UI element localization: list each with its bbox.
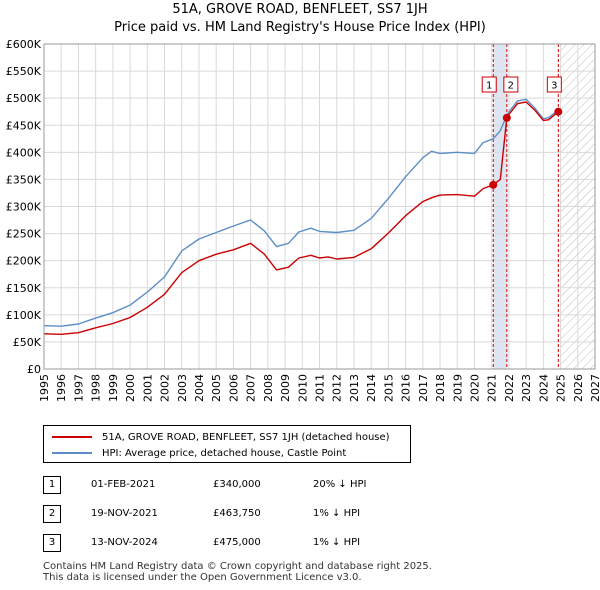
legend-hpi-label: HPI: Average price, detached house, Cast… bbox=[102, 447, 347, 459]
footer-licence: This data is licensed under the Open Gov… bbox=[43, 572, 362, 583]
x-tick-label: 2005 bbox=[210, 374, 223, 402]
x-tick-label: 2021 bbox=[486, 374, 499, 402]
x-tick-label: 2016 bbox=[400, 374, 413, 402]
transaction-price: £475,000 bbox=[213, 537, 261, 548]
transaction-date: 01-FEB-2021 bbox=[91, 479, 156, 490]
transaction-date: 19-NOV-2021 bbox=[91, 508, 158, 519]
x-tick-label: 2019 bbox=[451, 374, 464, 402]
x-tick-label: 2004 bbox=[193, 374, 206, 402]
x-tick-label: 2023 bbox=[520, 374, 533, 402]
x-tick-label: 1996 bbox=[55, 374, 68, 402]
table-row: 2 19-NOV-2021 £463,750 1% ↓ HPI bbox=[43, 505, 443, 525]
footer-copyright: Contains HM Land Registry data © Crown c… bbox=[43, 561, 432, 572]
x-tick-label: 2006 bbox=[227, 374, 240, 402]
x-tick-label: 2020 bbox=[468, 374, 481, 402]
transaction-hpi-diff: 20% ↓ HPI bbox=[313, 479, 367, 490]
y-tick-label: £400K bbox=[6, 146, 42, 159]
transaction-price: £340,000 bbox=[213, 479, 261, 490]
x-tick-label: 2010 bbox=[296, 374, 309, 402]
hpi-line bbox=[43, 98, 559, 327]
x-tick-label: 2011 bbox=[314, 374, 327, 402]
x-tick-label: 2022 bbox=[503, 374, 516, 402]
transaction-number: 2 bbox=[43, 505, 61, 523]
x-tick-label: 1999 bbox=[107, 374, 120, 402]
transaction-marker bbox=[554, 107, 563, 116]
transaction-number: 3 bbox=[43, 534, 61, 552]
y-tick-label: £350K bbox=[6, 173, 42, 186]
x-tick-label: 2003 bbox=[176, 374, 189, 402]
table-row: 1 01-FEB-2021 £340,000 20% ↓ HPI bbox=[43, 476, 443, 496]
x-tick-label: 2017 bbox=[417, 374, 430, 402]
x-tick-label: 2027 bbox=[589, 374, 600, 402]
x-tick-label: 2015 bbox=[382, 374, 395, 402]
transaction-label-box bbox=[546, 76, 562, 93]
x-tick-label: 2026 bbox=[572, 374, 585, 402]
transaction-date: 13-NOV-2024 bbox=[91, 537, 158, 548]
x-tick-label: 2012 bbox=[331, 374, 344, 402]
price-legend-swatch bbox=[52, 436, 92, 438]
chart-subtitle: Price paid vs. HM Land Registry's House … bbox=[114, 20, 486, 35]
transaction-number: 1 bbox=[43, 476, 61, 494]
plot-frame bbox=[43, 43, 596, 370]
x-tick-label: 2000 bbox=[124, 374, 137, 402]
transaction-hpi-diff: 1% ↓ HPI bbox=[313, 508, 361, 519]
transaction-label-box bbox=[481, 76, 497, 93]
transaction-label: 3 bbox=[551, 81, 557, 92]
x-tick-label: 1997 bbox=[72, 374, 85, 402]
x-tick-label: 2009 bbox=[279, 374, 292, 402]
transaction-marker bbox=[489, 180, 498, 189]
transaction-label-box bbox=[503, 76, 519, 93]
x-tick-label: 2024 bbox=[537, 374, 550, 402]
x-tick-label: 2008 bbox=[262, 374, 275, 402]
x-tick-label: 2025 bbox=[555, 374, 568, 402]
table-row: 3 13-NOV-2024 £475,000 1% ↓ HPI bbox=[43, 534, 443, 554]
transaction-label: 1 bbox=[486, 81, 492, 92]
legend-item-hpi: HPI: Average price, detached house, Cast… bbox=[52, 445, 346, 461]
legend: 51A, GROVE ROAD, BENFLEET, SS7 1JH (deta… bbox=[43, 425, 411, 463]
x-tick-label: 2018 bbox=[434, 374, 447, 402]
chart-title: 51A, GROVE ROAD, BENFLEET, SS7 1JH bbox=[172, 2, 428, 17]
x-tick-label: 1995 bbox=[38, 374, 51, 402]
x-tick-label: 2013 bbox=[348, 374, 361, 402]
transaction-hpi-diff: 1% ↓ HPI bbox=[313, 537, 361, 548]
y-tick-label: £450K bbox=[6, 119, 42, 132]
transaction-marker bbox=[502, 113, 511, 122]
y-tick-label: £100K bbox=[6, 309, 42, 322]
y-tick-label: £0 bbox=[27, 363, 41, 376]
transaction-label: 2 bbox=[508, 81, 514, 92]
x-tick-label: 1998 bbox=[90, 374, 103, 402]
legend-item-price: 51A, GROVE ROAD, BENFLEET, SS7 1JH (deta… bbox=[52, 429, 390, 445]
x-tick-label: 2007 bbox=[245, 374, 258, 402]
y-tick-label: £550K bbox=[6, 65, 42, 78]
hpi-legend-swatch bbox=[52, 452, 92, 454]
legend-price-label: 51A, GROVE ROAD, BENFLEET, SS7 1JH (deta… bbox=[102, 431, 390, 443]
y-tick-label: £500K bbox=[6, 92, 42, 105]
y-tick-label: £600K bbox=[6, 38, 42, 51]
footer: Contains HM Land Registry data © Crown c… bbox=[43, 561, 432, 583]
x-tick-label: 2002 bbox=[159, 374, 172, 402]
x-tick-label: 2014 bbox=[365, 374, 378, 402]
y-tick-label: £50K bbox=[13, 336, 42, 349]
x-tick-label: 2001 bbox=[141, 374, 154, 402]
transaction-price: £463,750 bbox=[213, 508, 261, 519]
y-tick-label: £300K bbox=[6, 201, 42, 214]
y-tick-label: £200K bbox=[6, 255, 42, 268]
y-tick-label: £150K bbox=[6, 282, 42, 295]
price-chart: 1 2 3 £0 £50K £100K £150K £200K £250K £300K £350K… bbox=[6, 38, 600, 402]
y-tick-label: £250K bbox=[6, 228, 42, 241]
